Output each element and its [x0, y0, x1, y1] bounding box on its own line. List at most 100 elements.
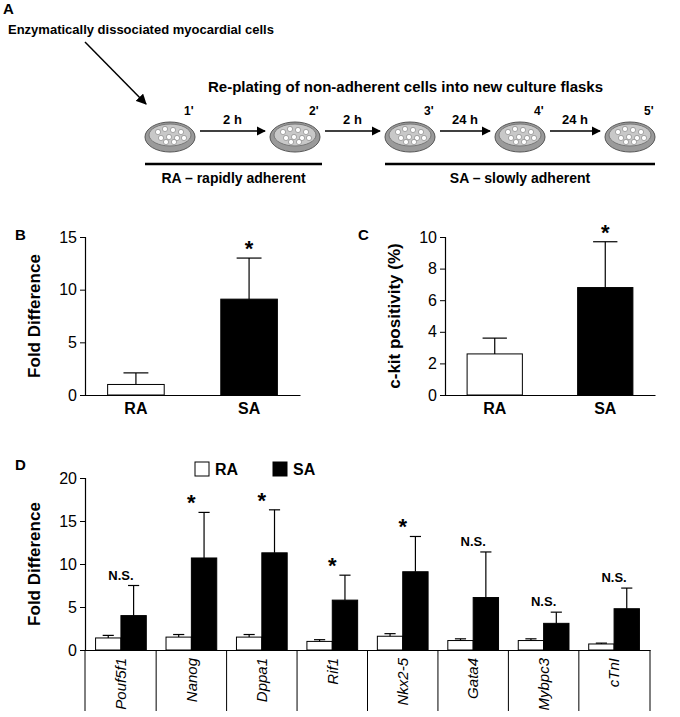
bar	[221, 299, 278, 395]
error-bar	[103, 635, 114, 638]
cell	[287, 126, 292, 131]
bar	[448, 641, 473, 650]
significance-label: N.S.	[461, 534, 486, 549]
x-axis-line	[446, 395, 656, 396]
x-tick: Dppa1	[253, 650, 270, 702]
y-tick: 20	[59, 470, 85, 487]
cell	[508, 135, 513, 140]
y-tick-mark	[440, 395, 445, 396]
error-stem	[133, 586, 134, 616]
step-label: 24 h	[452, 112, 478, 127]
y-tick-mark	[80, 607, 85, 608]
dish-well	[609, 124, 651, 146]
chart-panel: DN.S.****N.S.N.S.N.S.05101520Pouf5f1Nano…	[15, 456, 651, 711]
cell	[170, 127, 175, 132]
y-tick: 15	[59, 229, 85, 246]
error-bar	[123, 373, 148, 385]
y-axis: 051015	[59, 229, 85, 404]
cell	[528, 129, 533, 134]
error-cap	[314, 639, 325, 640]
x-tick: Nkx2-5	[394, 650, 411, 706]
cell	[406, 134, 411, 139]
x-tick-label: Nkx2-5	[394, 657, 411, 705]
cell	[638, 129, 643, 134]
cell	[163, 139, 168, 144]
cell	[521, 139, 526, 144]
cell	[505, 129, 510, 134]
x-axis: Pouf5f1NanogDppa1Rif1Nkx2-5Gata4Mybpc3cT…	[86, 650, 651, 711]
cell	[158, 135, 163, 140]
error-bar	[244, 635, 255, 638]
cell	[421, 135, 426, 140]
plot-area	[108, 258, 278, 395]
y-tick-label: 15	[59, 513, 77, 530]
cell	[631, 139, 636, 144]
step-label: 2 h	[343, 112, 362, 127]
step-arrow	[325, 130, 380, 131]
diagram-panel: AEnzymatically dissociated myocardial ce…	[3, 0, 655, 186]
y-axis: 0246810	[419, 229, 445, 404]
cell	[398, 135, 403, 140]
y-tick: 10	[59, 556, 85, 573]
category-separator	[297, 650, 298, 711]
x-tick-label: Pouf5f1	[112, 658, 129, 710]
error-stem	[344, 575, 345, 600]
cell	[295, 127, 300, 132]
category-separator	[437, 650, 438, 711]
bar	[614, 609, 639, 650]
error-stem	[135, 373, 136, 385]
dish	[385, 122, 435, 152]
category-separator	[156, 650, 157, 711]
y-tick-label: 0	[68, 642, 77, 659]
cell	[291, 134, 296, 139]
bar	[307, 641, 332, 650]
error-bar	[596, 643, 607, 645]
cell	[303, 129, 308, 134]
bar	[108, 384, 165, 395]
y-tick-mark	[440, 269, 445, 270]
x-tick-label: RA	[483, 400, 507, 417]
legend-label: RA	[215, 461, 239, 478]
category-separator	[367, 650, 368, 711]
significance-label: N.S.	[531, 594, 556, 609]
category-separator	[650, 650, 651, 711]
dish-label: 2'	[309, 104, 319, 118]
x-tick: cTnI	[605, 650, 622, 687]
significance-label: *	[258, 488, 267, 513]
cell	[403, 139, 408, 144]
cell	[520, 127, 525, 132]
y-tick-label: 0	[428, 387, 437, 404]
y-tick: 2	[428, 355, 445, 372]
error-bar	[525, 639, 536, 641]
cell	[410, 127, 415, 132]
dish-label: 1'	[184, 104, 194, 118]
cell	[618, 135, 623, 140]
error-bar	[269, 510, 280, 553]
bar	[96, 638, 121, 650]
dish-label: 3'	[424, 104, 434, 118]
plot-area	[96, 510, 640, 650]
y-tick: 6	[428, 292, 445, 309]
y-axis-line	[80, 479, 86, 651]
error-cap	[123, 372, 148, 373]
y-tick-label: 8	[428, 260, 437, 277]
y-axis-title: Fold Difference	[25, 502, 44, 626]
bar	[332, 600, 357, 650]
y-tick-label: 20	[59, 470, 77, 487]
error-bar	[128, 586, 139, 616]
bar	[589, 644, 614, 650]
step-arrow	[200, 130, 265, 131]
dish-well	[389, 124, 431, 146]
y-axis: 05101520	[59, 470, 85, 659]
y-tick: 0	[68, 642, 85, 659]
source-label: Enzymatically dissociated myocardial cel…	[8, 22, 274, 37]
group-bracket	[145, 163, 322, 166]
panel-label: B	[15, 226, 26, 243]
x-tick-label: Mybpc3	[535, 657, 552, 710]
error-stem	[494, 338, 495, 354]
error-cap	[128, 585, 139, 586]
y-tick-mark	[440, 363, 445, 364]
dish-rim	[145, 122, 195, 152]
bar	[403, 572, 428, 650]
y-tick: 5	[68, 334, 85, 351]
